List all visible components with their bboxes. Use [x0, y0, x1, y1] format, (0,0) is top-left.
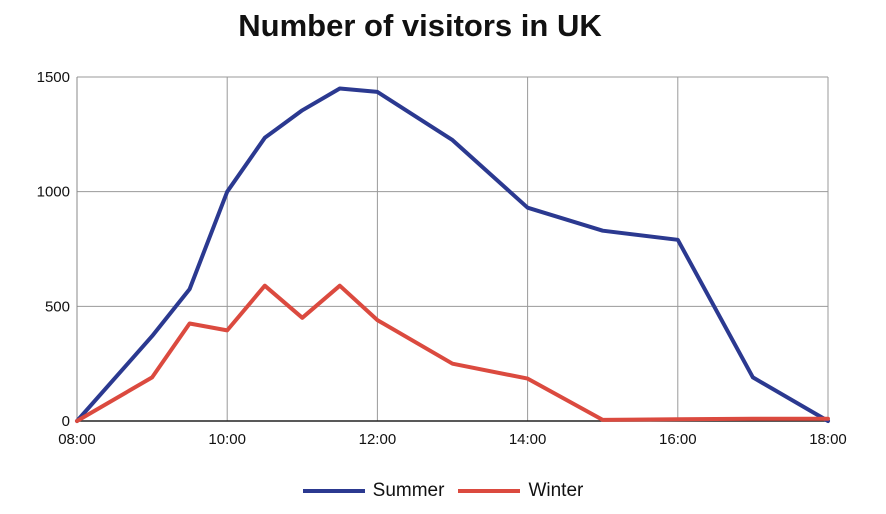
y-tick-label-1500: 1500: [37, 69, 70, 86]
series-line-summer: [75, 86, 830, 423]
x-tick-label-1000: 10:00: [208, 431, 246, 448]
y-tick-label-500: 500: [45, 298, 70, 315]
axes: [76, 77, 828, 422]
legend-item-winter: Winter: [458, 480, 583, 502]
y-tick-label-0: 0: [62, 413, 70, 430]
x-tick-label-1200: 12:00: [359, 431, 397, 448]
legend: Summer Winter: [0, 480, 886, 502]
legend-swatch-summer: [302, 489, 365, 493]
legend-label-winter: Winter: [528, 480, 584, 501]
chart-title: Number of visitors in UK: [238, 8, 602, 43]
x-tick-label-1400: 14:00: [509, 431, 547, 448]
tick-labels: 0 500 1000 1500 08:00 10:00 12:00 14:00 16:00 18:…: [37, 69, 847, 448]
legend-label-summer: Summer: [372, 480, 445, 501]
y-tick-label-1000: 1000: [37, 184, 70, 201]
legend-item-summer: Summer: [302, 480, 445, 502]
x-tick-label-0800: 08:00: [58, 431, 96, 448]
grid: [76, 76, 829, 421]
x-tick-label-1600: 16:00: [659, 431, 697, 448]
legend-swatch-winter: [458, 489, 521, 493]
series-line-winter: [75, 283, 830, 423]
series-lines: [75, 86, 830, 423]
x-tick-label-1800: 18:00: [809, 431, 847, 448]
